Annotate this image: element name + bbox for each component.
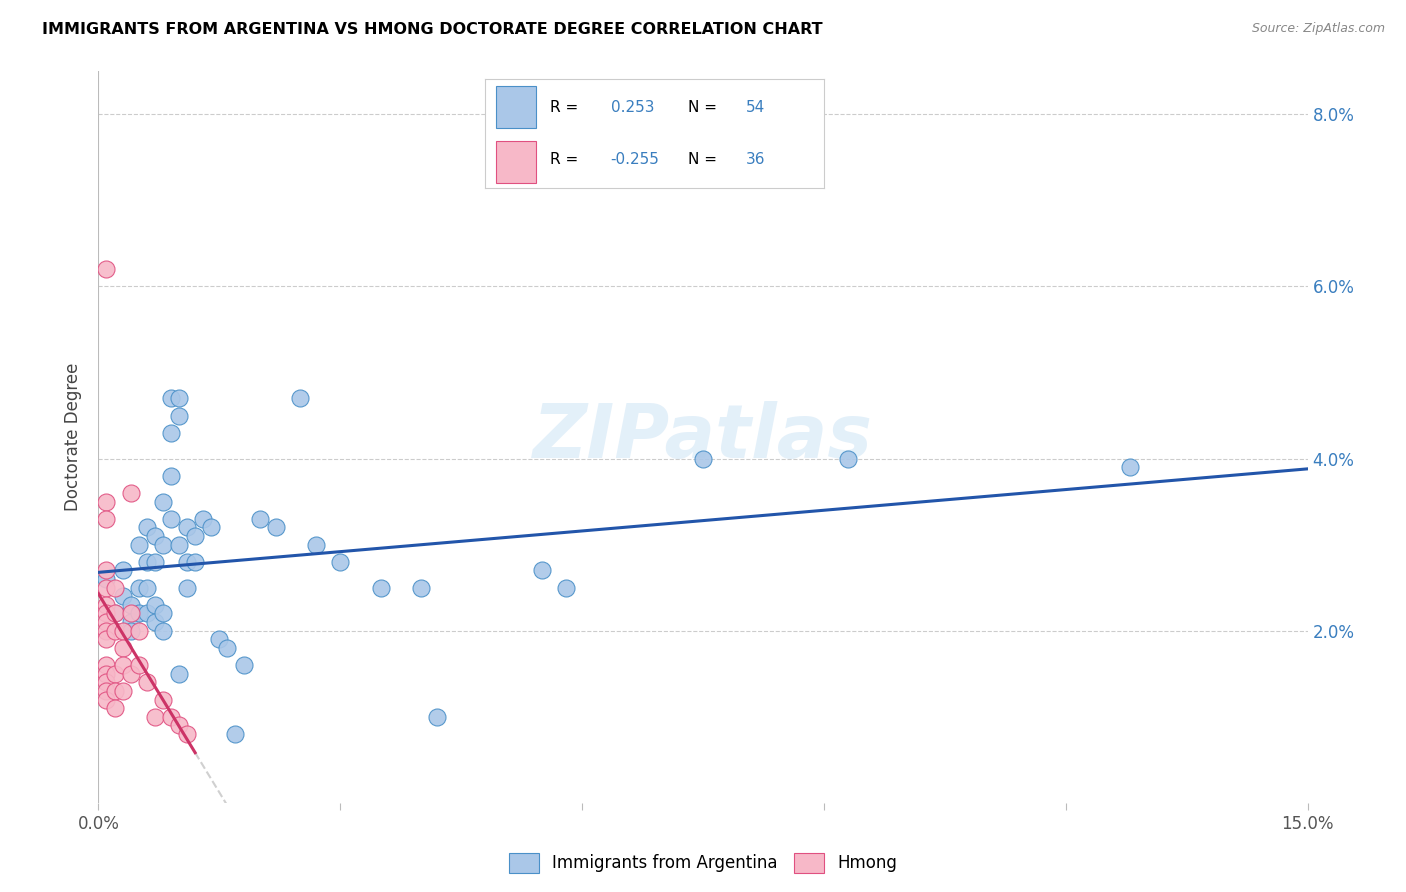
Point [96,512,118,526]
Point [152,607,174,621]
Point [111,684,134,698]
Point [208,632,231,647]
Point [96,624,118,638]
Point [217,640,239,655]
Point [96,494,118,508]
Point [96,564,118,578]
Point [143,598,166,612]
Point [96,684,118,698]
Point [184,529,207,543]
Point [128,607,150,621]
Point [176,520,198,534]
Point [160,425,183,440]
Point [120,598,142,612]
Text: ZIPatlas: ZIPatlas [533,401,873,474]
Point [135,607,157,621]
Point [120,615,142,629]
Point [167,718,190,732]
Point [288,392,311,406]
Point [103,701,125,715]
Point [305,538,328,552]
Point [103,624,125,638]
Point [160,468,183,483]
Point [249,512,271,526]
Point [135,675,157,690]
Point [103,684,125,698]
Point [184,555,207,569]
Point [128,581,150,595]
Point [167,666,190,681]
Point [370,581,392,595]
Point [167,538,190,552]
Point [329,555,352,569]
Point [160,392,183,406]
Point [530,564,553,578]
Point [96,675,118,690]
Point [96,692,118,706]
Point [111,589,134,603]
Point [176,555,198,569]
Point [111,640,134,655]
Point [120,486,142,500]
Point [96,581,118,595]
Point [96,572,118,586]
Text: IMMIGRANTS FROM ARGENTINA VS HMONG DOCTORATE DEGREE CORRELATION CHART: IMMIGRANTS FROM ARGENTINA VS HMONG DOCTO… [42,22,823,37]
Point [96,666,118,681]
Point [837,451,859,466]
Point [167,392,190,406]
Point [96,262,118,277]
Point [176,727,198,741]
Point [193,512,215,526]
Point [128,624,150,638]
Point [103,607,125,621]
Point [103,607,125,621]
Point [111,658,134,673]
Point [135,581,157,595]
Point [692,451,714,466]
Point [143,529,166,543]
Point [264,520,287,534]
Point [176,581,198,595]
Point [232,658,254,673]
Point [143,710,166,724]
Point [128,538,150,552]
Point [120,607,142,621]
Point [152,538,174,552]
Point [152,494,174,508]
Point [96,658,118,673]
Point [96,607,118,621]
Point [143,555,166,569]
Point [409,581,432,595]
Point [111,624,134,638]
Point [135,555,157,569]
Point [555,581,578,595]
Point [111,564,134,578]
Legend: Immigrants from Argentina, Hmong: Immigrants from Argentina, Hmong [502,847,904,880]
Point [96,598,118,612]
Point [128,658,150,673]
Point [160,710,183,724]
Point [152,624,174,638]
Point [426,710,449,724]
Point [200,520,222,534]
Text: Source: ZipAtlas.com: Source: ZipAtlas.com [1251,22,1385,36]
Y-axis label: Doctorate Degree: Doctorate Degree [65,363,83,511]
Point [120,624,142,638]
Point [103,666,125,681]
Point [135,520,157,534]
Point [160,512,183,526]
Point [103,581,125,595]
Point [224,727,246,741]
Point [96,632,118,647]
Point [152,692,174,706]
Point [96,615,118,629]
Point [167,409,190,423]
Point [120,666,142,681]
Point [1119,460,1142,475]
Point [143,615,166,629]
